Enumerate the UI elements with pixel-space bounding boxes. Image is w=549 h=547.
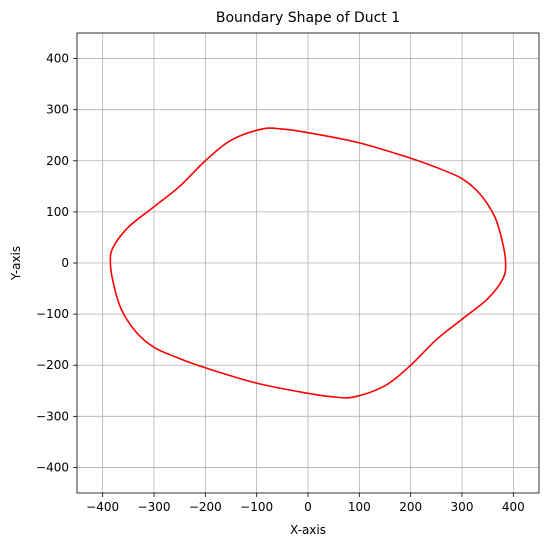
y-tick-label: 100 bbox=[46, 205, 69, 219]
y-tick-label: −400 bbox=[36, 460, 69, 474]
x-axis-label: X-axis bbox=[290, 523, 326, 537]
y-tick-label: −200 bbox=[36, 358, 69, 372]
y-tick-label: −300 bbox=[36, 409, 69, 423]
y-tick-label: 200 bbox=[46, 154, 69, 168]
x-axis: −400 −300 −200 −100 0 100 200 300 400 bbox=[86, 493, 525, 514]
x-tick-label: 0 bbox=[304, 500, 312, 514]
x-tick-label: −200 bbox=[189, 500, 222, 514]
y-axis-label: Y-axis bbox=[9, 246, 23, 281]
x-tick-label: 100 bbox=[348, 500, 371, 514]
y-tick-label: −100 bbox=[36, 307, 69, 321]
x-tick-label: 300 bbox=[451, 500, 474, 514]
y-tick-label: 400 bbox=[46, 52, 69, 66]
chart-title: Boundary Shape of Duct 1 bbox=[216, 10, 400, 26]
x-tick-label: −400 bbox=[86, 500, 119, 514]
y-tick-label: 300 bbox=[46, 103, 69, 117]
x-tick-label: 200 bbox=[399, 500, 422, 514]
y-tick-label: 0 bbox=[61, 256, 69, 270]
x-tick-label: −300 bbox=[138, 500, 171, 514]
plot-area bbox=[109, 127, 507, 399]
grid bbox=[77, 33, 539, 493]
y-axis: −400 −300 −200 −100 0 100 200 300 400 bbox=[36, 52, 77, 474]
series-line-duct-1 bbox=[109, 127, 507, 399]
x-tick-label: −100 bbox=[240, 500, 273, 514]
x-tick-label: 400 bbox=[502, 500, 525, 514]
